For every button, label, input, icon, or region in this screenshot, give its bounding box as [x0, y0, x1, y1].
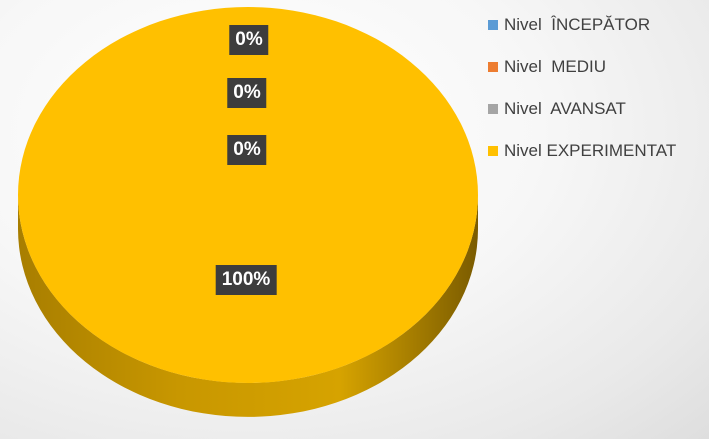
legend-label: Nivel AVANSAT: [504, 99, 626, 118]
legend-label: Nivel EXPERIMENTAT: [504, 141, 677, 160]
data-label: 0%: [227, 135, 267, 165]
legend-label: Nivel MEDIU: [504, 57, 607, 76]
legend-item: Nivel ÎNCEPĂTOR: [488, 14, 703, 36]
legend-item: Nivel EXPERIMENTAT: [488, 140, 703, 162]
legend: Nivel ÎNCEPĂTOR Nivel MEDIU Nivel AVANSA…: [488, 14, 703, 182]
legend-swatch: [488, 104, 498, 114]
data-label: 0%: [229, 25, 269, 55]
pie-side-wall: [18, 195, 478, 417]
legend-item: Nivel AVANSAT: [488, 98, 703, 120]
legend-label: Nivel ÎNCEPĂTOR: [504, 15, 651, 34]
legend-swatch: [488, 146, 498, 156]
data-label: 0%: [227, 78, 267, 108]
pie-slice: [18, 7, 478, 383]
legend-item: Nivel MEDIU: [488, 56, 703, 78]
data-label: 100%: [215, 265, 277, 295]
legend-swatch: [488, 20, 498, 30]
legend-swatch: [488, 62, 498, 72]
